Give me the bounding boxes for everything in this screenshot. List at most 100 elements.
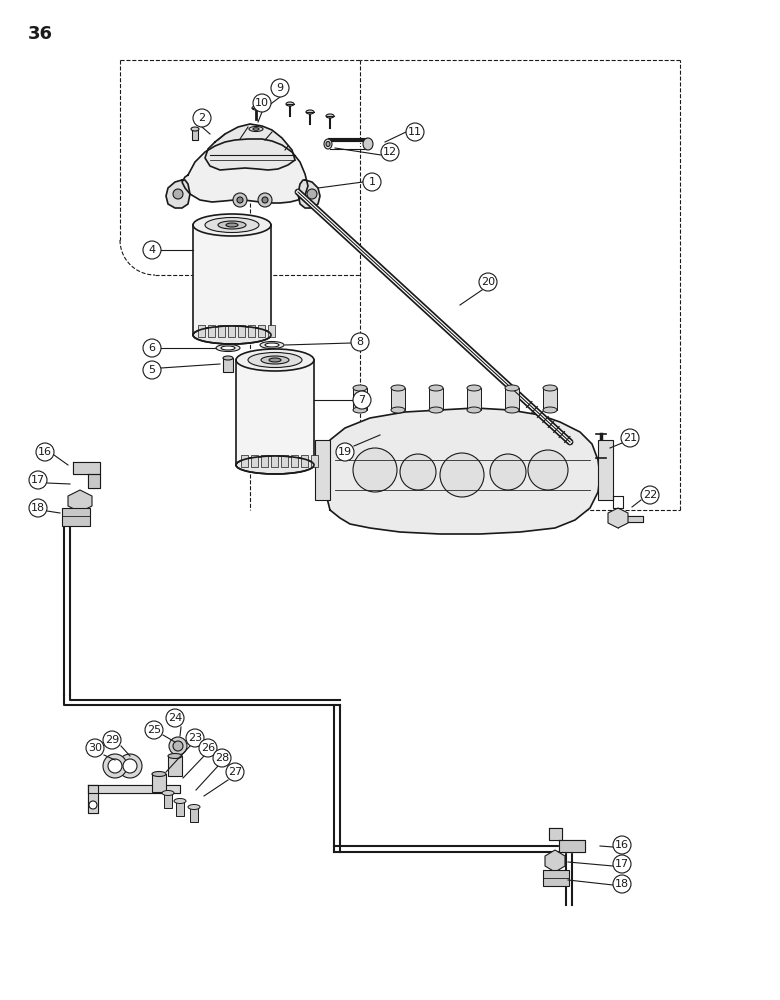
Circle shape [307,189,317,199]
Circle shape [613,855,631,873]
Polygon shape [88,474,100,488]
Bar [315,440,330,500]
Ellipse shape [467,385,481,391]
Polygon shape [322,408,600,534]
Circle shape [490,454,526,490]
Bar [228,325,235,337]
Ellipse shape [326,141,330,146]
Circle shape [103,754,127,778]
Bar [429,388,443,410]
Ellipse shape [223,356,233,360]
Text: 25: 25 [147,725,161,735]
Bar [261,455,268,467]
Bar [301,455,308,467]
Polygon shape [205,124,295,170]
Ellipse shape [505,385,519,391]
Circle shape [36,443,54,461]
Ellipse shape [236,456,314,474]
Ellipse shape [218,221,246,229]
Ellipse shape [269,358,281,362]
Circle shape [186,729,204,747]
Polygon shape [298,180,320,208]
Bar [281,455,288,467]
Circle shape [233,193,247,207]
Bar [208,325,215,337]
Ellipse shape [265,343,279,347]
Circle shape [621,429,639,447]
Bar [152,774,166,792]
Circle shape [89,801,97,809]
Ellipse shape [429,385,443,391]
Ellipse shape [226,223,238,227]
Bar [543,388,557,410]
Circle shape [173,741,183,751]
Text: 8: 8 [356,337,363,347]
Bar [271,455,278,467]
Text: 16: 16 [615,840,629,850]
Bar [190,808,198,822]
Circle shape [29,499,47,517]
Ellipse shape [249,126,263,131]
Circle shape [237,197,243,203]
Circle shape [613,875,631,893]
Text: 28: 28 [215,753,229,763]
Ellipse shape [306,110,314,114]
Bar [467,388,481,410]
Ellipse shape [467,407,481,413]
Text: 9: 9 [276,83,284,93]
Text: 23: 23 [188,733,202,743]
Polygon shape [608,508,628,528]
Circle shape [353,391,371,409]
Circle shape [528,450,568,490]
Bar [268,325,275,337]
Circle shape [108,759,122,773]
Polygon shape [88,785,180,793]
Polygon shape [68,490,92,512]
Text: 6: 6 [148,343,155,353]
Ellipse shape [253,128,259,130]
Text: 19: 19 [338,447,352,457]
Ellipse shape [429,407,443,413]
Text: 17: 17 [31,475,45,485]
Ellipse shape [252,106,260,110]
Ellipse shape [286,102,294,106]
Circle shape [406,123,424,141]
Circle shape [262,197,268,203]
Bar [391,388,405,410]
Circle shape [145,721,163,739]
Ellipse shape [162,790,174,796]
Bar [291,455,298,467]
Bar [353,388,367,410]
Bar [251,455,258,467]
Polygon shape [628,516,643,522]
Text: 12: 12 [383,147,397,157]
Text: 11: 11 [408,127,422,137]
Ellipse shape [193,214,271,236]
Ellipse shape [216,344,240,352]
Ellipse shape [353,407,367,413]
Polygon shape [549,828,562,840]
Ellipse shape [205,218,259,232]
Ellipse shape [193,326,271,344]
Text: 18: 18 [31,503,45,513]
Ellipse shape [326,114,334,118]
Circle shape [226,763,244,781]
Bar [164,794,172,808]
Ellipse shape [363,138,373,150]
Circle shape [381,143,399,161]
Circle shape [253,94,271,112]
Ellipse shape [236,349,314,371]
Polygon shape [88,785,98,813]
Circle shape [123,759,137,773]
Ellipse shape [152,772,166,776]
Circle shape [271,79,289,97]
Text: 20: 20 [481,277,495,287]
Bar [192,130,198,140]
Circle shape [351,333,369,351]
Ellipse shape [221,346,235,350]
Circle shape [193,109,211,127]
Ellipse shape [543,407,557,413]
Circle shape [166,709,184,727]
Bar [62,508,90,526]
Bar [176,802,184,816]
